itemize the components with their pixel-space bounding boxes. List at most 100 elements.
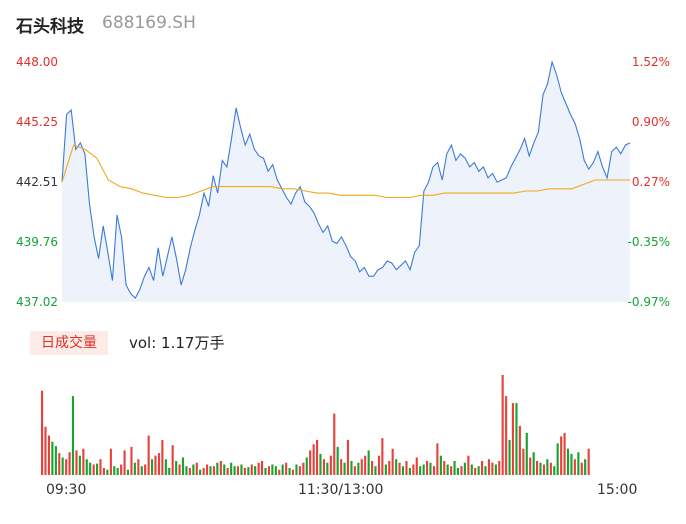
volume-bar: [391, 448, 394, 475]
volume-bar: [116, 468, 119, 475]
volume-bar: [460, 466, 463, 475]
volume-bar: [580, 462, 583, 475]
volume-bar: [96, 463, 99, 475]
volume-bar: [144, 464, 147, 475]
volume-bar: [305, 457, 308, 475]
volume-bar: [546, 459, 549, 475]
volume-bar: [113, 466, 116, 475]
volume-bar: [264, 468, 267, 475]
volume-bar: [525, 432, 528, 475]
volume-bar: [47, 435, 51, 475]
volume-bar: [371, 461, 374, 475]
volume-bar: [426, 461, 429, 475]
volume-bar: [340, 459, 343, 475]
volume-bar: [515, 403, 518, 475]
volume-bar: [85, 459, 88, 475]
volume-bar: [477, 466, 480, 475]
volume-bar: [508, 439, 511, 475]
volume-bar: [278, 469, 281, 475]
volume-bar: [89, 462, 92, 475]
volume-bar: [395, 459, 398, 475]
volume-bar: [109, 448, 112, 475]
volume-bar: [498, 461, 501, 475]
volume-label: vol: 1.17万手: [129, 334, 225, 352]
pct-tick-2: 0.90%: [631, 115, 670, 129]
price-tick-4: 439.76: [16, 235, 58, 249]
volume-bar: [202, 468, 205, 475]
volume-bar: [250, 464, 253, 475]
volume-bar: [573, 459, 576, 475]
volume-bar: [501, 375, 504, 475]
volume-bar: [415, 457, 418, 475]
price-line: [61, 59, 631, 300]
volume-bar: [82, 448, 85, 475]
volume-bar: [343, 462, 346, 475]
volume-bar: [316, 439, 319, 475]
volume-bar: [329, 455, 332, 475]
volume-bar: [587, 448, 590, 475]
volume-bar: [236, 466, 240, 475]
volume-bar: [566, 448, 570, 475]
volume-bar: [219, 461, 222, 475]
volume-bar: [243, 468, 246, 475]
volume-bar: [518, 425, 521, 475]
volume-bar: [443, 461, 446, 475]
volume-bar: [195, 462, 198, 475]
volume-bar: [123, 450, 126, 475]
volume-bar: [137, 459, 140, 475]
volume-bar: [398, 462, 401, 475]
volume-bar: [267, 466, 271, 475]
volume-bar: [154, 455, 157, 475]
price-tick-2: 445.25: [16, 115, 58, 129]
volume-bar: [484, 466, 487, 475]
volume-bar: [584, 459, 587, 475]
volume-bar: [247, 467, 250, 475]
time-label-open: 09:30: [46, 482, 87, 498]
volume-bar: [522, 448, 525, 475]
volume-bar: [367, 450, 370, 475]
volume-bar: [230, 462, 233, 475]
volume-bar: [401, 466, 405, 475]
volume-bar: [333, 413, 336, 475]
volume-bar: [549, 462, 552, 475]
volume-bar: [539, 462, 542, 475]
volume-bar: [319, 453, 322, 475]
volume-bar: [271, 464, 274, 475]
volume-bar: [553, 466, 556, 475]
volume-tab[interactable]: 日成交量: [30, 331, 108, 355]
volume-bar: [556, 443, 559, 475]
volume-bar: [450, 466, 453, 475]
pct-tick-top: 1.52%: [631, 55, 670, 69]
volume-bar: [261, 461, 264, 475]
volume-bar: [192, 464, 195, 475]
volume-bar: [374, 466, 377, 475]
volume-bar: [491, 462, 494, 475]
stock-code: 688169.SH: [102, 13, 196, 33]
volume-bar: [309, 450, 312, 475]
price-tick-3: 442.51: [16, 175, 58, 189]
volume-bar: [78, 455, 81, 475]
volume-bar: [405, 461, 408, 475]
volume-bar: [233, 466, 236, 475]
volume-bar: [381, 438, 384, 475]
volume-bar: [157, 453, 161, 475]
volume-bar: [350, 461, 353, 475]
volume-bar: [470, 464, 473, 475]
volume-bar: [92, 464, 95, 475]
volume-bar: [254, 466, 257, 475]
time-label-midday: 11:30/13:00: [298, 482, 384, 498]
price-area-fill: [62, 62, 630, 302]
volume-bar: [388, 461, 391, 475]
volume-bar: [130, 446, 133, 475]
volume-bar: [99, 459, 102, 475]
volume-bar: [446, 464, 449, 475]
volume-bar: [494, 464, 497, 475]
volume-bar: [285, 462, 288, 475]
volume-bar: [570, 453, 573, 475]
volume-bar: [436, 443, 439, 475]
volume-bar: [44, 426, 47, 475]
volume-bar: [209, 466, 212, 475]
volume-bar: [288, 468, 291, 475]
volume-bar: [529, 457, 532, 475]
volume-bar: [75, 450, 78, 475]
